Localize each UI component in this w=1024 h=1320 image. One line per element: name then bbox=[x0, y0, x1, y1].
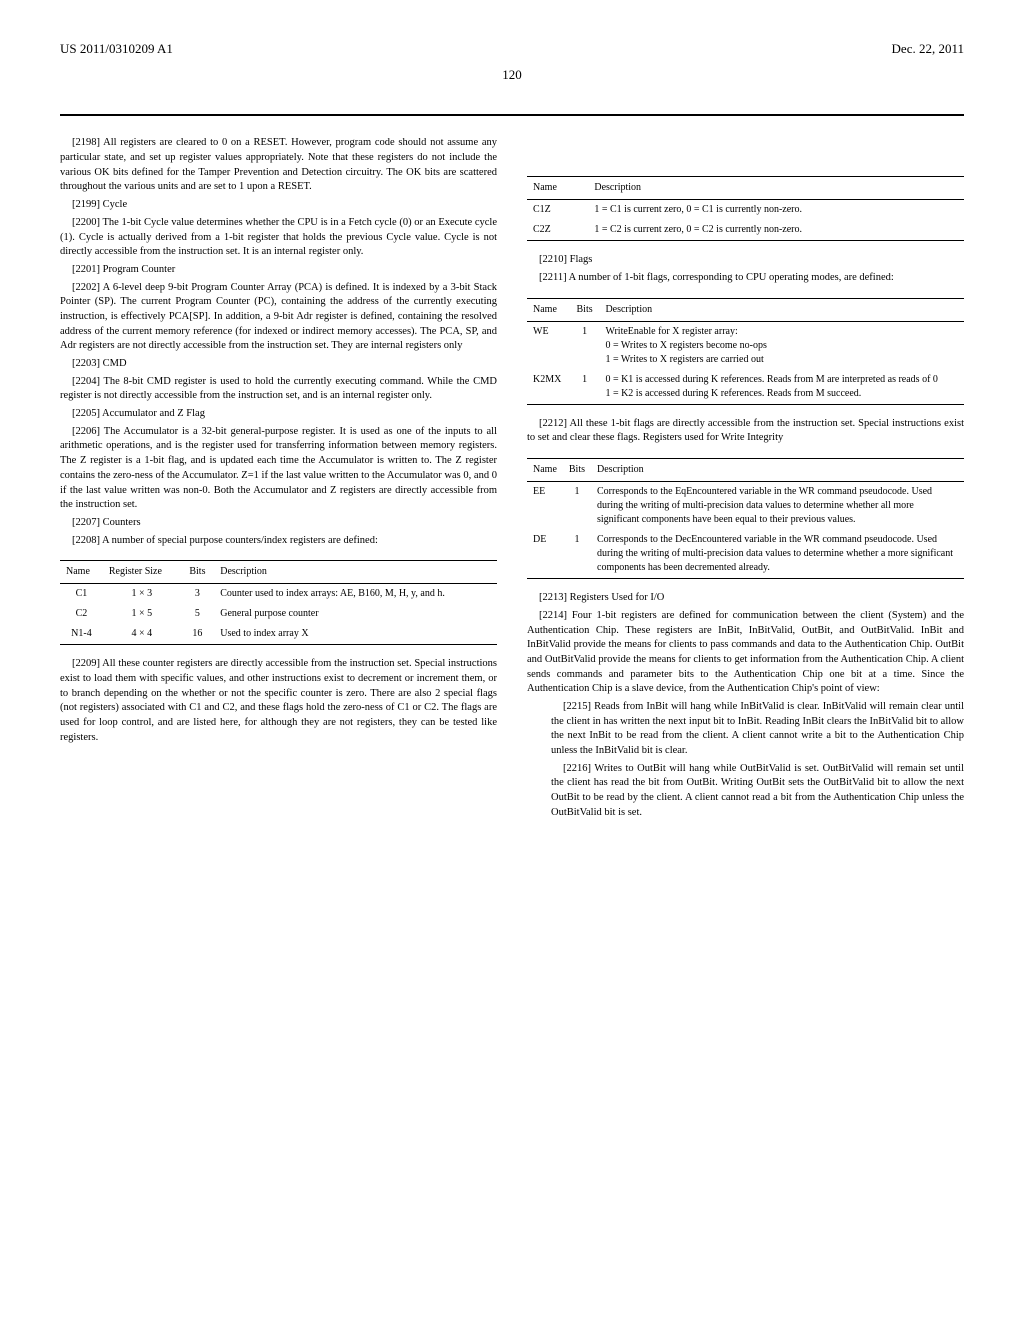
table-cell: General purpose counter bbox=[214, 604, 497, 624]
table-cell: Counter used to index arrays: AE, B160, … bbox=[214, 584, 497, 605]
table-header: Name bbox=[60, 561, 103, 584]
two-column-layout: [2198] All registers are cleared to 0 on… bbox=[60, 136, 964, 823]
paragraph-2209: [2209] All these counter registers are d… bbox=[60, 657, 497, 745]
table-cell: 1 bbox=[570, 370, 600, 405]
table-cell: 1 = C1 is current zero, 0 = C1 is curren… bbox=[588, 200, 964, 221]
table-cell: 16 bbox=[181, 624, 215, 645]
table-cell: 4 × 4 bbox=[103, 624, 181, 645]
table-header: Bits bbox=[181, 561, 215, 584]
table-cell: EE bbox=[527, 482, 563, 531]
paragraph-2208: [2208] A number of special purpose count… bbox=[60, 534, 497, 549]
table-cell: DE bbox=[527, 530, 563, 579]
table-cell: C2Z bbox=[527, 220, 588, 241]
counters-table: Name Register Size Bits Description C1 1… bbox=[60, 560, 497, 645]
paragraph-2199: [2199] Cycle bbox=[60, 198, 497, 213]
paragraph-2198: [2198] All registers are cleared to 0 on… bbox=[60, 136, 497, 195]
write-integrity-table: Name Bits Description EE 1 Corresponds t… bbox=[527, 458, 964, 579]
table-cell: Corresponds to the DecEncountered variab… bbox=[591, 530, 964, 579]
table-row: C2 1 × 5 5 General purpose counter bbox=[60, 604, 497, 624]
paragraph-2205: [2205] Accumulator and Z Flag bbox=[60, 407, 497, 422]
table-cell: C2 bbox=[60, 604, 103, 624]
table-header: Name bbox=[527, 298, 570, 321]
table-cell: Corresponds to the EqEncountered variabl… bbox=[591, 482, 964, 531]
table-row: DE 1 Corresponds to the DecEncountered v… bbox=[527, 530, 964, 579]
paragraph-2215: [2215] Reads from InBit will hang while … bbox=[551, 700, 964, 759]
table-row: C2Z 1 = C2 is current zero, 0 = C2 is cu… bbox=[527, 220, 964, 241]
paragraph-2214: [2214] Four 1-bit registers are defined … bbox=[527, 609, 964, 697]
paragraph-2211: [2211] A number of 1-bit flags, correspo… bbox=[527, 271, 964, 286]
publication-number: US 2011/0310209 A1 bbox=[60, 40, 173, 58]
page-number: 120 bbox=[60, 66, 964, 84]
table-header: Description bbox=[214, 561, 497, 584]
table-header: Description bbox=[599, 298, 964, 321]
table-cell: 1 bbox=[563, 530, 591, 579]
table-header: Bits bbox=[570, 298, 600, 321]
paragraph-2204: [2204] The 8-bit CMD register is used to… bbox=[60, 375, 497, 404]
table-cell: 5 bbox=[181, 604, 215, 624]
publication-date: Dec. 22, 2011 bbox=[892, 40, 964, 58]
table-row: WE 1 WriteEnable for X register array: 0… bbox=[527, 321, 964, 370]
table-row: C1 1 × 3 3 Counter used to index arrays:… bbox=[60, 584, 497, 605]
table-cell: 1 = C2 is current zero, 0 = C2 is curren… bbox=[588, 220, 964, 241]
paragraph-2206: [2206] The Accumulator is a 32-bit gener… bbox=[60, 425, 497, 513]
table-cell: 3 bbox=[181, 584, 215, 605]
table-cell: 1 × 3 bbox=[103, 584, 181, 605]
page-header: US 2011/0310209 A1 Dec. 22, 2011 bbox=[60, 40, 964, 58]
table-cell: N1-4 bbox=[60, 624, 103, 645]
table-row: C1Z 1 = C1 is current zero, 0 = C1 is cu… bbox=[527, 200, 964, 221]
paragraph-2200: [2200] The 1-bit Cycle value determines … bbox=[60, 216, 497, 260]
table-cell: 1 bbox=[570, 321, 600, 370]
table-cell: C1Z bbox=[527, 200, 588, 221]
table-header: Register Size bbox=[103, 561, 181, 584]
table-cell: C1 bbox=[60, 584, 103, 605]
table-cell: 0 = K1 is accessed during K references. … bbox=[599, 370, 964, 405]
table-header: Bits bbox=[563, 459, 591, 482]
table-header: Name bbox=[527, 177, 588, 200]
paragraph-2207: [2207] Counters bbox=[60, 516, 497, 531]
table-cell: WE bbox=[527, 321, 570, 370]
table-header: Description bbox=[591, 459, 964, 482]
paragraph-2216: [2216] Writes to OutBit will hang while … bbox=[551, 762, 964, 821]
paragraph-2202: [2202] A 6-level deep 9-bit Program Coun… bbox=[60, 281, 497, 354]
table-cell: Used to index array X bbox=[214, 624, 497, 645]
table-cell: 1 × 5 bbox=[103, 604, 181, 624]
paragraph-2203: [2203] CMD bbox=[60, 357, 497, 372]
flags-table: Name Bits Description WE 1 WriteEnable f… bbox=[527, 298, 964, 405]
table-cell: WriteEnable for X register array: 0 = Wr… bbox=[599, 321, 964, 370]
left-column: [2198] All registers are cleared to 0 on… bbox=[60, 136, 497, 823]
header-rule bbox=[60, 114, 964, 116]
table-header: Name bbox=[527, 459, 563, 482]
paragraph-2201: [2201] Program Counter bbox=[60, 263, 497, 278]
table-row: K2MX 1 0 = K1 is accessed during K refer… bbox=[527, 370, 964, 405]
paragraph-2210: [2210] Flags bbox=[527, 253, 964, 268]
paragraph-2212: [2212] All these 1-bit flags are directl… bbox=[527, 417, 964, 446]
zero-flags-table: Name Description C1Z 1 = C1 is current z… bbox=[527, 176, 964, 241]
table-cell: K2MX bbox=[527, 370, 570, 405]
table-row: EE 1 Corresponds to the EqEncountered va… bbox=[527, 482, 964, 531]
table-row: N1-4 4 × 4 16 Used to index array X bbox=[60, 624, 497, 645]
paragraph-2213: [2213] Registers Used for I/O bbox=[527, 591, 964, 606]
right-column: Name Description C1Z 1 = C1 is current z… bbox=[527, 136, 964, 823]
table-header: Description bbox=[588, 177, 964, 200]
table-cell: 1 bbox=[563, 482, 591, 531]
